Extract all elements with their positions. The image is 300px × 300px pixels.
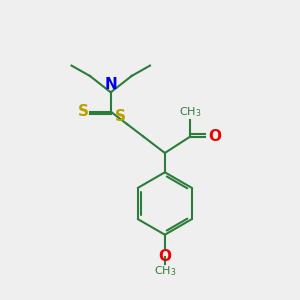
Text: O: O	[208, 129, 222, 144]
Text: S: S	[77, 104, 88, 119]
Text: CH$_3$: CH$_3$	[154, 264, 176, 278]
Text: O: O	[158, 249, 171, 264]
Text: CH$_3$: CH$_3$	[179, 106, 201, 119]
Text: N: N	[104, 77, 117, 92]
Text: S: S	[115, 109, 126, 124]
